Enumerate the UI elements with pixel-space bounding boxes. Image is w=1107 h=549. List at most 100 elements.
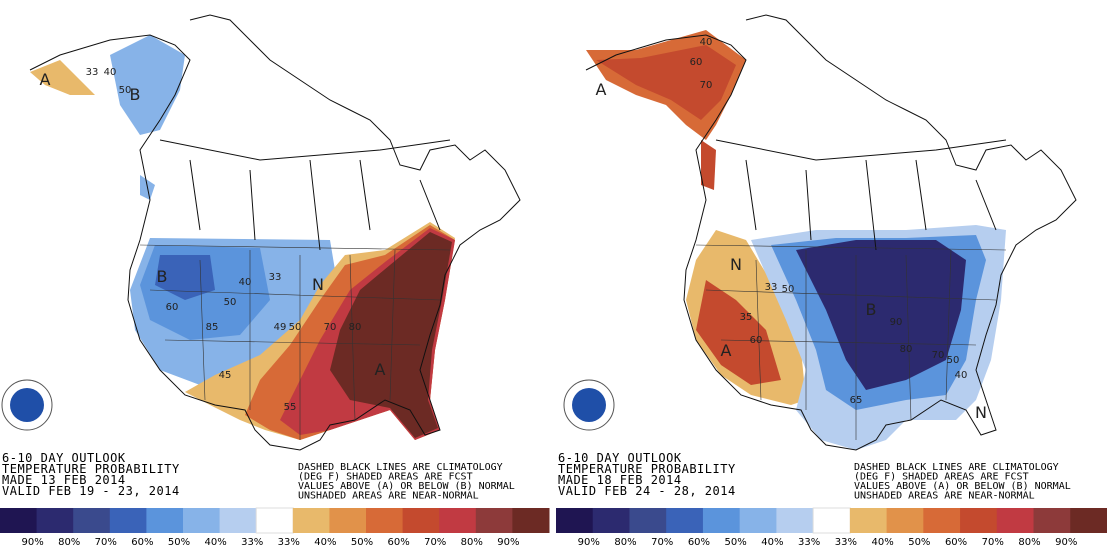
shade-above: [30, 60, 95, 95]
note-line: VALUES ABOVE (A) OR BELOW (B) NORMAL: [854, 481, 1071, 492]
map-label: 49: [274, 322, 287, 333]
legend-label: 80%: [1018, 537, 1040, 548]
note-line: (DEG F) SHADED AREAS ARE FCST: [854, 472, 1029, 483]
map-label: 50: [224, 297, 237, 308]
map-label: 70: [324, 322, 337, 333]
legend-label: 70%: [95, 537, 117, 548]
legend-swatch: [219, 508, 257, 533]
legend-swatch: [629, 508, 667, 533]
legend-swatch: [1070, 508, 1107, 533]
map-label: 65: [850, 395, 863, 406]
map-label: 55: [284, 402, 297, 413]
map-label: A: [721, 341, 732, 360]
noaa-logo-inner: [572, 388, 606, 422]
legend-label: 50%: [351, 537, 373, 548]
legend-swatch: [255, 507, 294, 534]
note-line: UNSHADED AREAS ARE NEAR-NORMAL: [854, 491, 1035, 502]
legend-label: 90%: [1055, 537, 1077, 548]
legend-swatch: [886, 508, 924, 533]
header-line: VALID FEB 24 - 28, 2014: [558, 484, 736, 498]
legend-swatch: [183, 508, 221, 533]
legend-swatch: [849, 508, 888, 533]
note-line: VALUES ABOVE (A) OR BELOW (B) NORMAL: [298, 481, 515, 492]
map-label: 85: [206, 322, 219, 333]
legend-label: 40%: [204, 537, 226, 548]
header-line: MADE 18 FEB 2014: [558, 473, 682, 487]
legend-label: 40%: [761, 537, 783, 548]
map-label: 50: [289, 322, 302, 333]
legend-swatch: [592, 508, 630, 533]
legend-label: 50%: [725, 537, 747, 548]
shade-below: [796, 240, 966, 390]
legend-label: 33%: [278, 537, 300, 548]
legend-swatch: [0, 508, 38, 533]
legend-label: 50%: [908, 537, 930, 548]
legend-swatch: [73, 508, 111, 533]
map-label: 80: [900, 344, 913, 355]
map-label: 70: [932, 350, 945, 361]
legend-label: 90%: [578, 537, 600, 548]
map-label: B: [866, 300, 877, 319]
legend-label: 60%: [131, 537, 153, 548]
legend-label: 60%: [945, 537, 967, 548]
legend-swatch: [666, 508, 704, 533]
header-line: VALID FEB 19 - 23, 2014: [2, 484, 180, 498]
note-line: DASHED BLACK LINES ARE CLIMATOLOGY: [854, 462, 1059, 473]
legend-label: 33%: [835, 537, 857, 548]
shade-above: [330, 232, 452, 438]
map-label: 50: [947, 355, 960, 366]
legend-label: 90%: [21, 537, 43, 548]
map-label: A: [596, 80, 607, 99]
map-label: 45: [219, 370, 232, 381]
legend-label: 33%: [241, 537, 263, 548]
legend-swatch: [439, 508, 477, 533]
map-label: 80: [349, 322, 362, 333]
legend-label: 80%: [58, 537, 80, 548]
map-label: 50: [782, 284, 795, 295]
legend-swatch: [996, 508, 1035, 533]
map-label: 33: [765, 282, 778, 293]
header-line: MADE 13 FEB 2014: [2, 473, 126, 487]
map-label: 40: [239, 277, 252, 288]
legend-label: 70%: [651, 537, 673, 548]
legend-swatch: [812, 507, 851, 534]
map-label: B: [157, 267, 168, 286]
map-label: 35: [740, 312, 753, 323]
legend-swatch: [556, 508, 594, 533]
header-line: TEMPERATURE PROBABILITY: [2, 462, 180, 476]
legend-swatch: [402, 508, 440, 533]
legend-label: 80%: [614, 537, 636, 548]
map-label: 60: [750, 335, 763, 346]
map-label: 40: [700, 37, 713, 48]
map-label: 33: [269, 272, 282, 283]
legend-label: 40%: [314, 537, 336, 548]
map-label: 50: [119, 85, 132, 96]
note-line: DASHED BLACK LINES ARE CLIMATOLOGY: [298, 462, 503, 473]
legend-label: 60%: [387, 537, 409, 548]
map-label: N: [975, 403, 987, 422]
legend-label: 40%: [871, 537, 893, 548]
map-label: B: [130, 85, 141, 104]
legend-swatch: [739, 508, 777, 533]
map-label: A: [40, 70, 51, 89]
legend-swatch: [366, 508, 404, 533]
map-label: 60: [690, 57, 703, 68]
map-label: 90: [890, 317, 903, 328]
legend-swatch: [702, 508, 741, 533]
note-line: UNSHADED AREAS ARE NEAR-NORMAL: [298, 491, 479, 502]
legend-label: 90%: [497, 537, 519, 548]
legend-swatch: [960, 508, 998, 533]
legend-label: 50%: [168, 537, 190, 548]
legend-swatch: [109, 508, 147, 533]
map-label: 60: [166, 302, 179, 313]
map-label: 40: [955, 370, 968, 381]
header-line: TEMPERATURE PROBABILITY: [558, 462, 736, 476]
legend-swatch: [292, 508, 330, 533]
legend-swatch: [475, 508, 513, 533]
map-label: N: [730, 255, 742, 274]
header-line: 6-10 DAY OUTLOOK: [558, 451, 682, 465]
map-label: 40: [104, 67, 117, 78]
header-line: 6-10 DAY OUTLOOK: [2, 451, 126, 465]
